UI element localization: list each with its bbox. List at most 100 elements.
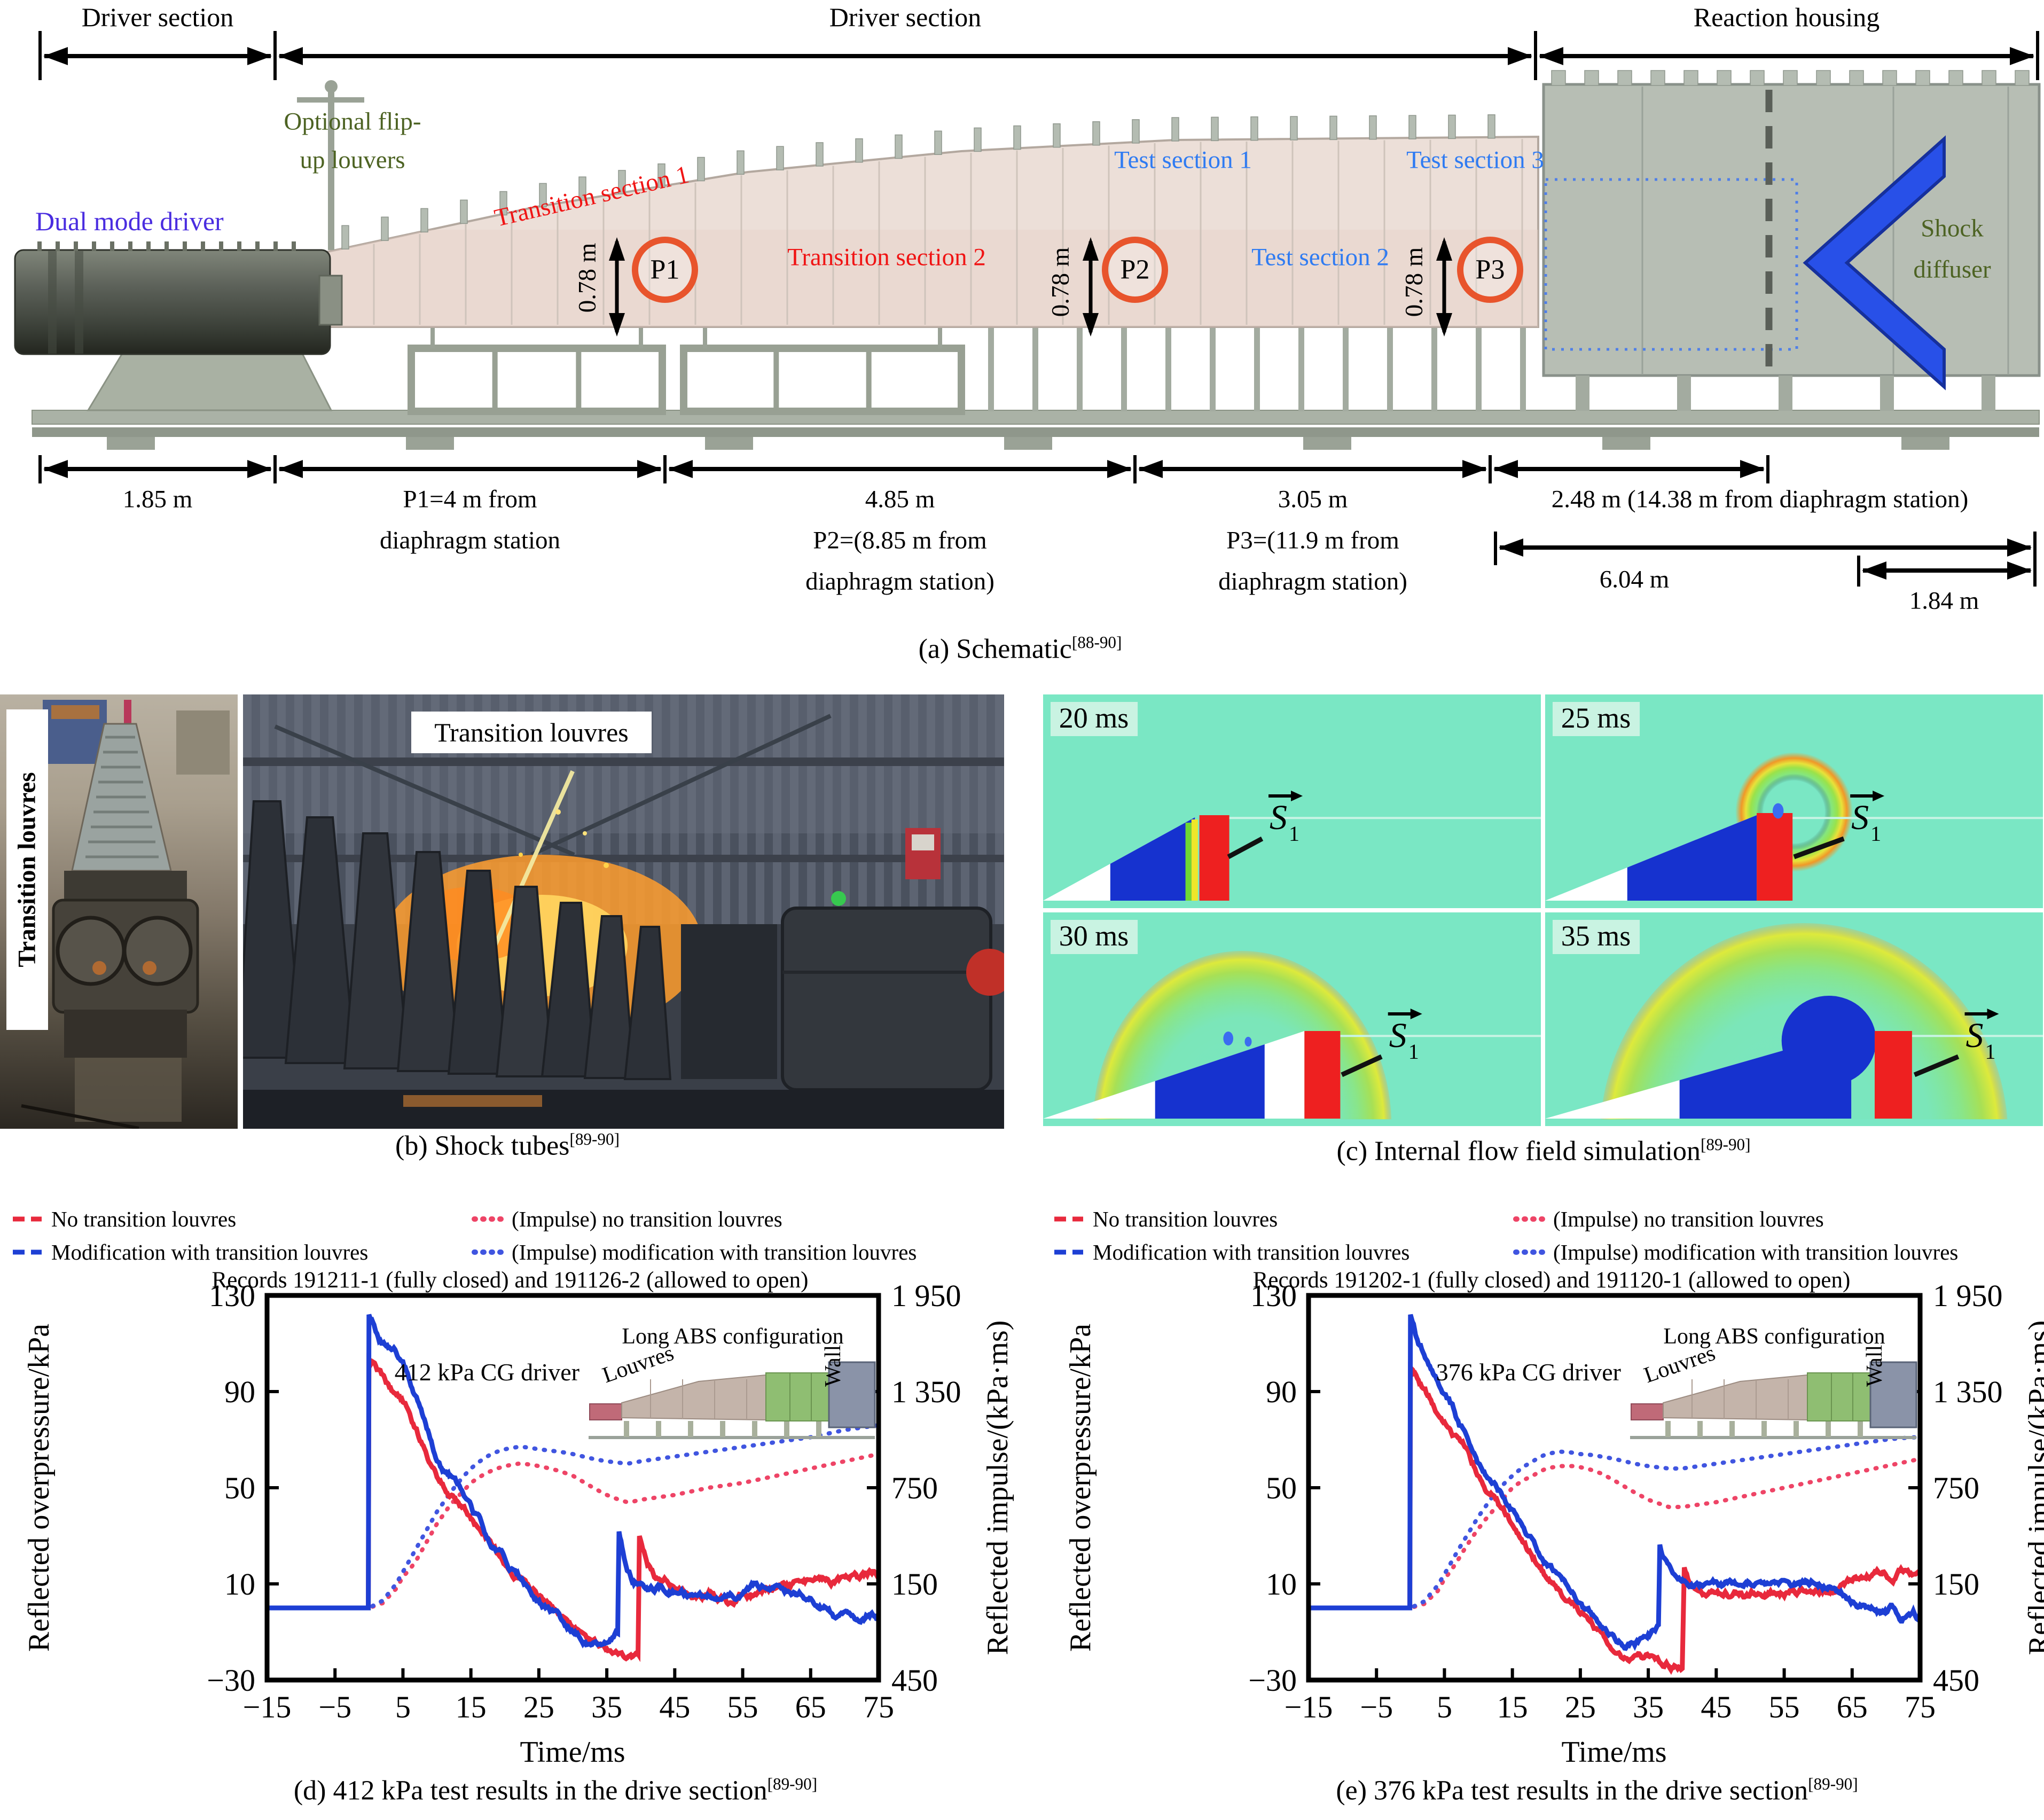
louver-post (974, 127, 982, 152)
legend-swatch (1513, 1249, 1546, 1255)
x-tick-label: −5 (1360, 1690, 1393, 1724)
y-tick-right-label: 150 (891, 1567, 938, 1602)
driver-stud (255, 241, 260, 251)
photo-right-art (243, 694, 1004, 1129)
support-leg (1121, 327, 1127, 411)
driver-stud (273, 241, 278, 251)
chart-d-xlabel: Time/ms (520, 1736, 625, 1769)
height-label-1: 0.78 m (573, 243, 601, 313)
support-leg (1431, 327, 1437, 411)
series-solid-3 (269, 1314, 876, 1649)
driver-stud (110, 241, 114, 251)
time-label-box (1552, 920, 1640, 954)
legend-label: (Impulse) modification with transition l… (1553, 1240, 1959, 1264)
support-frame (408, 345, 666, 415)
housing-bolt (1617, 70, 1632, 86)
dim-label-reaction-housing: Reaction housing (1693, 2, 1880, 32)
inset-leg (656, 1421, 661, 1437)
base-rail (32, 410, 2040, 425)
s1-leader-line (1227, 837, 1264, 859)
housing-leg (1880, 376, 1894, 411)
driver-stud (74, 241, 78, 251)
gauge-circle (632, 237, 698, 303)
shock-diffuser-chevron (1803, 135, 1946, 390)
s1-leader-line (1913, 1054, 1960, 1077)
dim-driver1-arrowhead (43, 47, 68, 65)
label-optional-louvers-2: up louvers (300, 146, 405, 174)
dim-1-84: 1.84 m (1909, 587, 1979, 615)
inset-ground (589, 1436, 875, 1439)
caption-a-text: (a) Schematic (918, 634, 1072, 665)
x-tick-label: 45 (1701, 1690, 1732, 1724)
schematic-drawing (14, 31, 2041, 587)
label-dual-mode-driver: Dual mode driver (35, 206, 224, 236)
dim-3-05-arrowhead (1462, 460, 1487, 478)
floor-strip (1545, 901, 2043, 908)
caption-d-ref: [89-90] (767, 1775, 818, 1794)
dim-p3-a: P3=(11.9 m from (1226, 526, 1399, 554)
chart-d-title: Records 191211-1 (fully closed) and 1911… (212, 1268, 809, 1293)
legend-label: No transition louvres (1093, 1207, 1278, 1231)
x-tick-label: 15 (456, 1690, 487, 1724)
base-rail-lower (32, 427, 2039, 437)
height-arrowhead (1436, 313, 1452, 337)
legend-item: Modification with transition louvres (1052, 1237, 1409, 1267)
dim-p3-b: diaphragm station) (1218, 567, 1407, 596)
inset-label-wall: Wall (821, 1345, 845, 1387)
dim-p2-a: P2=(8.85 m from (813, 526, 987, 554)
dim-1-85-arrowhead (247, 460, 272, 478)
simulation-grid: 20 ms S 1 25 ms S 1 30 ms S 1 35 ms S 1 (1043, 694, 2044, 1350)
housing-bolt (1717, 70, 1732, 86)
y-tick-right-label: 1 350 (1933, 1374, 2003, 1409)
driver-stud (165, 241, 169, 251)
sim-frame-4: 35 ms S 1 (1545, 912, 2043, 1350)
caption-e: (e) 376 kPa test results in the drive se… (1336, 1775, 1858, 1807)
driver-stud (237, 241, 241, 251)
label-test-section-1: Test section 1 (1114, 146, 1252, 174)
housing-bolt (1683, 70, 1698, 86)
rail-foot (1004, 437, 1052, 450)
time-label: 25 ms (1561, 702, 1631, 734)
dim-4-85-arrowhead (1107, 460, 1132, 478)
housing-bolt (1816, 70, 1831, 86)
chart-e-ylabel-left: Reflected overpressure/kPa (1064, 1323, 1097, 1652)
dim-p2-b: diaphragm station) (805, 567, 994, 596)
shock-front (1304, 1031, 1341, 1119)
dual-mode-driver-body (14, 249, 331, 355)
y-tick-left-label: 130 (209, 1278, 255, 1313)
caption-a-ref: [88-90] (1071, 633, 1122, 652)
inset-leg (816, 1421, 821, 1437)
x-tick-label: 65 (1837, 1690, 1868, 1724)
time-label: 35 ms (1561, 920, 1631, 952)
inset-driver (589, 1403, 622, 1420)
inset-schematic (589, 1361, 876, 1439)
dim-driver2-arrowhead (278, 47, 303, 65)
x-tick-label: −15 (243, 1690, 292, 1724)
time-label: 20 ms (1059, 702, 1129, 734)
x-tick-label: 35 (591, 1690, 622, 1724)
inset-leg (1826, 1421, 1831, 1437)
chart-e-plot: −15 −5 5 15 25 35 45 55 65 75 130 90 50 10 −30 1 950 1 3… (1041, 1202, 2044, 1820)
x-tick-label: 65 (795, 1690, 826, 1724)
wedge-blue-region (1155, 1044, 1265, 1119)
y-tick-left-label: 130 (1250, 1278, 1297, 1313)
dim-2-48-arrowhead (1493, 460, 1518, 478)
s1-arrow-head (1410, 1009, 1422, 1019)
s1-vector-sub: 1 (1870, 822, 1881, 846)
housing-bolt (1982, 70, 1996, 86)
time-label-box (1050, 920, 1138, 954)
dim-1-84-arrowhead (2007, 561, 2032, 580)
housing-bolt (1882, 70, 1897, 86)
chart-d-plot: −15 −5 5 15 25 35 45 55 65 75 130 90 50 10 −30 1 950 1 3… (0, 1202, 1022, 1820)
housing-bolt (1650, 70, 1665, 86)
y-tick-right-label: 750 (891, 1471, 938, 1505)
louver-post (1448, 114, 1456, 139)
louver-post (1487, 114, 1495, 139)
legend-swatch (1054, 1216, 1083, 1222)
dim-driver1-arrowhead (247, 47, 272, 65)
height-arrowhead (609, 313, 625, 337)
x-tick-label: −5 (318, 1690, 351, 1724)
legend-label: (Impulse) no transition louvres (1553, 1207, 1824, 1231)
tube-tint (326, 230, 1538, 327)
floor-strip (1043, 1119, 1541, 1126)
